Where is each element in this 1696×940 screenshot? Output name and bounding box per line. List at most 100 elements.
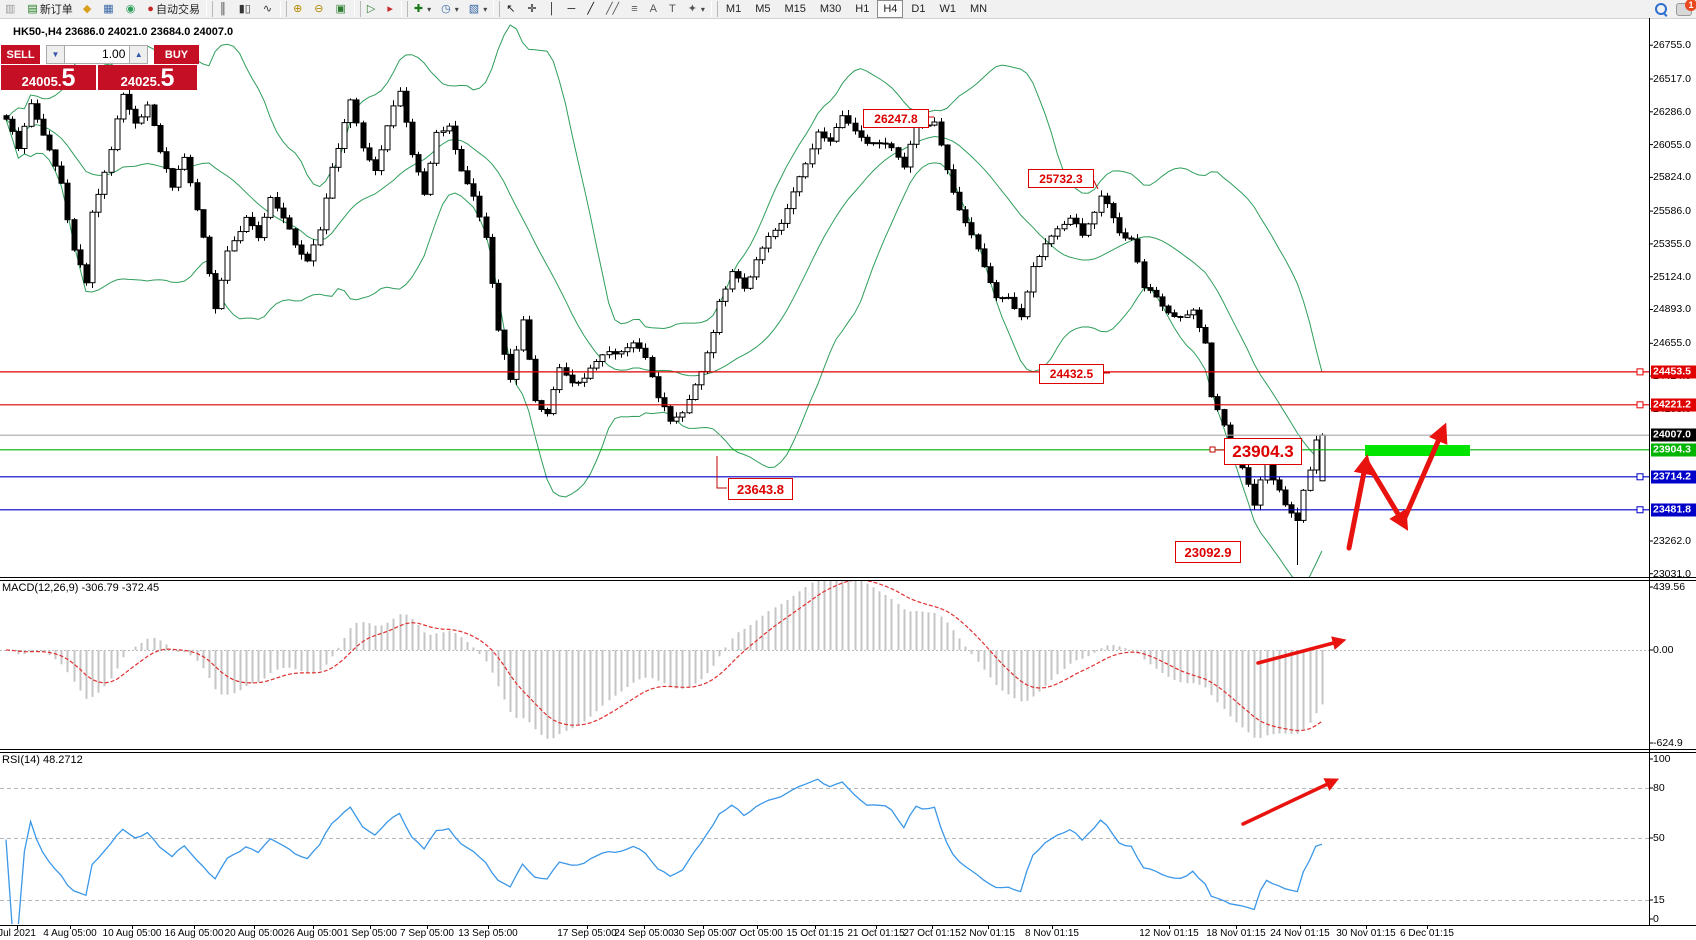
periods-button[interactable]: ◷ ▾ [437,0,463,18]
bollinger-middle-band [5,118,1323,462]
notification-badge: 1 [1685,0,1696,11]
arrows-button[interactable]: ✦ ▾ [684,0,709,18]
horizontal-line-button[interactable]: ─ [564,0,582,18]
tf-h1-button[interactable]: H1 [849,0,875,18]
tf-d1-button[interactable]: D1 [905,0,931,18]
tf-w1-button[interactable]: W1 [933,0,962,18]
price-annotation[interactable]: 25732.3 [1028,169,1094,188]
time-axis-label: 1 Sep 05:00 [343,928,397,939]
cursor-icon: ↖ [506,3,516,15]
toolbar-separator [493,1,501,17]
horizontal-line-icon: ─ [567,3,576,15]
price-tag: 23481.8 [1651,503,1696,517]
time-axis-label: 7 Oct 05:00 [731,928,783,939]
bid-price[interactable]: 24005. 5 [1,65,96,91]
dropdown-caret-icon[interactable]: ▾ [454,4,459,14]
time-axis-label: 30 Sep 05:00 [673,928,733,939]
macd-indicator-label: MACD(12,26,9) -306.79 -372.45 [2,582,160,594]
time-axis-label: 20 Aug 05:00 [224,928,284,939]
price-annotation[interactable]: 23904.3 [1224,438,1302,465]
text-label-icon: T [668,3,676,15]
main-toolbar: ▥ ▤ 新订单 ◆ ▦ ◉ ● 自动交易 ║ ▮▯ ∿ ⊕ ⊖ ▣ ▷ ▸ ✚ ▾ ◷ ▾ ▧ ▾ ↖ ✛ │ ─ ╱ ╱╱ ≡ A T ✦ ▾… [0,0,1696,19]
time-axis-label: 27 Oct 01:15 [903,928,961,939]
buy-button[interactable]: BUY [154,45,199,64]
text-button[interactable]: A [646,0,663,18]
chart-title: HK50-,H4 23686.0 24021.0 23684.0 24007.0 [13,26,234,38]
search-icon[interactable] [1655,2,1668,17]
rsi-pane [0,778,1649,924]
tf-m30-button[interactable]: M30 [814,0,847,18]
price-annotation[interactable]: 23643.8 [728,478,793,500]
line-chart-icon: ∿ [262,3,273,15]
clipped-icon-icon: ▥ [5,3,16,15]
tf-m1-button[interactable]: M1 [720,0,747,18]
tf-h4-button[interactable]: H4 [877,0,904,18]
ask-price[interactable]: 24025. 5 [98,65,197,91]
volume-input[interactable]: 1.00 [64,45,130,64]
line-handle [1636,506,1644,514]
channel-button[interactable]: ╱╱ [602,0,625,18]
crosshair-icon: ✛ [527,3,537,15]
trend-arrow [1365,461,1409,531]
tf-m5-button[interactable]: M5 [749,0,776,18]
candlesticks [3,87,1326,565]
price-annotation[interactable]: 26247.8 [863,109,929,128]
dropdown-caret-icon[interactable]: ▾ [427,4,432,14]
new-order-button[interactable]: ▤ 新订单 [23,0,76,18]
new-order-icon: ▤ [27,3,38,15]
trend-arrow [1241,778,1340,826]
vertical-line-button[interactable]: │ [545,0,562,18]
tile-windows-button[interactable]: ▣ [332,0,352,18]
time-axis-label: 17 Sep 05:00 [557,928,617,939]
bar-chart-icon: ║ [218,3,227,15]
dropdown-caret-icon[interactable]: ▾ [700,4,705,14]
price-axis-tick: 26755.0 [1653,39,1691,52]
sell-button[interactable]: SELL [1,45,41,64]
tf-mn-button[interactable]: MN [964,0,993,18]
time-axis-label: 4 Aug 05:00 [43,928,97,939]
price-axis-tick: 24655.0 [1653,337,1691,350]
notifications-icon[interactable]: 1 [1676,0,1696,16]
price-annotation[interactable]: 23092.9 [1175,541,1241,563]
price-annotation[interactable]: 24432.5 [1039,364,1104,384]
text-label-button[interactable]: T [665,0,682,18]
add-indicator-button[interactable]: ✚ ▾ [410,0,435,18]
bollinger-upper-band [5,24,1323,372]
fibonacci-button[interactable]: ≡ [627,0,643,18]
candlestick-chart-button[interactable]: ▮▯ [235,0,257,18]
zoom-out-button[interactable]: ⊖ [310,0,329,18]
fibonacci-icon: ≡ [631,3,638,15]
auto-scroll-button[interactable]: ▸ [383,0,399,18]
crosshair-button[interactable]: ✛ [523,0,542,18]
tf-m15-button[interactable]: M15 [778,0,811,18]
cursor-button[interactable]: ↖ [502,0,521,18]
line-handle [1636,473,1644,481]
toolbar-separator [353,1,361,17]
price-axis-tick: 23031.0 [1653,567,1691,580]
bar-chart-button[interactable]: ║ [215,0,233,18]
broadcast-button[interactable]: ◉ [122,0,142,18]
templates-button[interactable]: ▧ ▾ [465,0,491,18]
autotrading-button[interactable]: ● 自动交易 [143,0,204,18]
annotation-leader [716,456,727,489]
price-axis-tick: 24893.0 [1653,303,1691,316]
vertical-line-icon: │ [548,3,556,15]
export-icon-icon: ◆ [82,3,92,15]
price-tag: 24453.5 [1651,365,1696,379]
price-tag: 23904.3 [1651,443,1696,457]
trendline-button[interactable]: ╱ [583,0,600,18]
zoom-in-button[interactable]: ⊕ [289,0,308,18]
dropdown-caret-icon[interactable]: ▾ [483,4,488,14]
time-axis-label: 16 Aug 05:00 [164,928,224,939]
export-icon-button[interactable]: ◆ [79,0,97,18]
toolbar-separator [280,1,288,17]
new-order-button-label: 新订单 [39,4,73,16]
volume-decrease-button[interactable]: ▼ [46,45,65,64]
volume-increase-button[interactable]: ▲ [129,45,149,64]
chart-shift-button[interactable]: ▷ [363,0,381,18]
data-window-button[interactable]: ▦ [99,0,119,18]
broadcast-icon: ◉ [125,3,136,15]
line-chart-button[interactable]: ∿ [259,0,278,18]
